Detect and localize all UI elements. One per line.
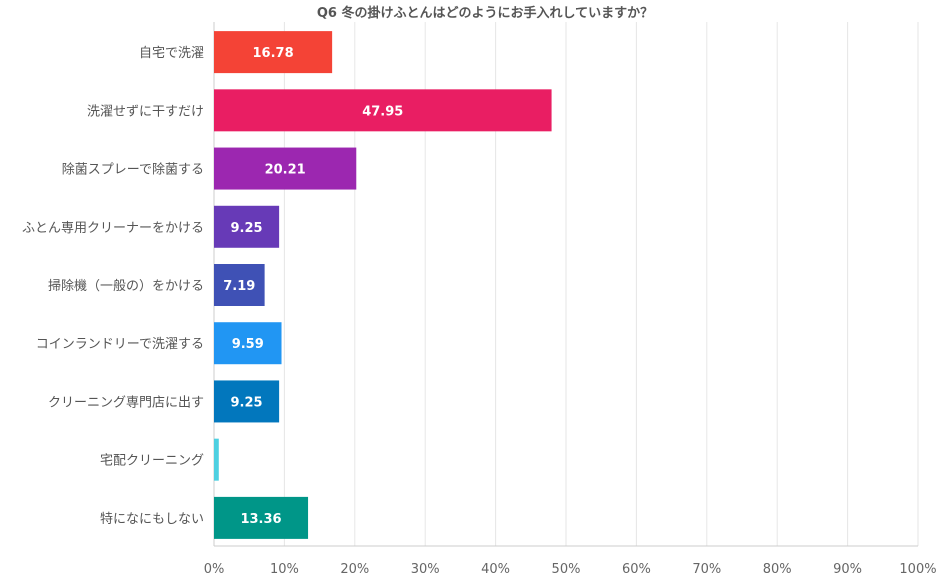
x-tick-label: 60% (622, 562, 651, 577)
bar (214, 322, 282, 365)
category-label: 宅配クリーニング (100, 454, 204, 469)
data-label: 13.36 (240, 512, 281, 527)
data-label: 9.25 (231, 395, 263, 410)
data-label: 9.25 (231, 221, 263, 236)
x-tick-label: 0% (204, 562, 225, 577)
x-tick-label: 100% (899, 562, 936, 577)
x-tick-label: 90% (833, 562, 862, 577)
data-label: 7.19 (223, 279, 255, 294)
category-label: ふとん専用クリーナーをかける (22, 221, 204, 236)
chart-title: Q6 冬の掛けふとんはどのようにお手入れしていますか？ (316, 6, 654, 21)
x-tick-label: 50% (552, 562, 581, 577)
bar (214, 496, 309, 539)
category-label: 洗濯せずに干すだけ (87, 104, 204, 119)
x-tick-label: 20% (340, 562, 369, 577)
data-label: 9.59 (232, 337, 264, 352)
category-label: 自宅で洗濯 (139, 46, 204, 61)
data-label: 47.95 (362, 104, 403, 119)
bar (214, 438, 219, 481)
bar (214, 31, 333, 74)
x-tick-label: 30% (411, 562, 440, 577)
category-label: 除菌スプレーで除菌する (62, 163, 204, 178)
bar (214, 89, 552, 132)
bar (214, 147, 357, 190)
data-label: 16.78 (253, 46, 294, 61)
x-tick-label: 80% (763, 562, 792, 577)
data-label: 20.21 (265, 163, 306, 178)
category-label: 掃除機（一般の）をかける (48, 278, 204, 294)
category-label: クリーニング専門店に出す (48, 395, 204, 410)
bar (214, 264, 265, 306)
category-label: 特になにもしない (100, 512, 204, 527)
category-label: コインランドリーで洗濯する (36, 337, 204, 352)
bar (214, 380, 280, 423)
x-tick-label: 40% (481, 562, 510, 577)
x-tick-label: 10% (270, 562, 299, 577)
bar (214, 205, 280, 248)
x-tick-label: 70% (692, 562, 721, 577)
